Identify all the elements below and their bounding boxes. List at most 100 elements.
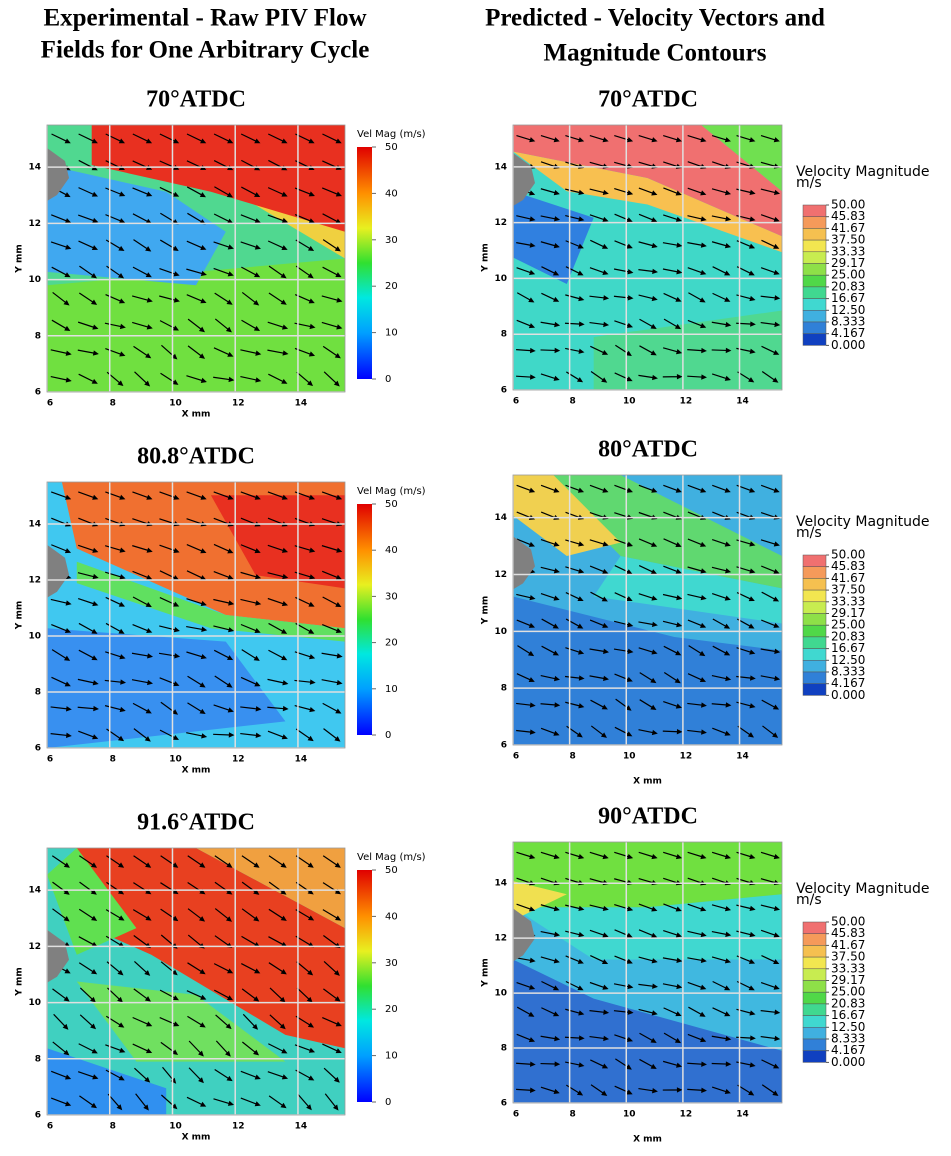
velocity-vector (158, 652, 181, 659)
velocity-vector (132, 596, 152, 608)
velocity-vector (321, 623, 342, 633)
velocity-vector (51, 319, 71, 331)
velocity-vector (213, 133, 234, 144)
velocity-vector (540, 1086, 560, 1095)
velocity-vector (687, 319, 707, 329)
velocity-vector (662, 983, 683, 990)
velocity-vector (214, 318, 232, 333)
velocity-vector (540, 484, 560, 493)
velocity-vector (53, 1013, 69, 1030)
plot-area (513, 475, 782, 745)
velocity-vector (186, 491, 207, 500)
velocity-vector (241, 908, 260, 922)
velocity-vector (186, 625, 208, 632)
velocity-vector (540, 904, 560, 912)
legend-level-label: 50.00 (831, 198, 865, 212)
velocity-vector (133, 988, 151, 1002)
velocity-vector (240, 706, 262, 712)
velocity-vector (589, 851, 609, 860)
velocity-vector (540, 930, 561, 937)
velocity-vector (639, 318, 657, 329)
velocity-vector (711, 566, 732, 574)
velocity-vector (687, 267, 707, 275)
velocity-vector (215, 1040, 231, 1057)
velocity-vector (614, 592, 633, 602)
colorbar-tick-label: 30 (385, 958, 398, 969)
x-axis-label: X mm (633, 1135, 662, 1145)
velocity-vector (590, 1059, 609, 1069)
velocity-vector (214, 675, 233, 688)
velocity-vector (214, 855, 233, 868)
velocity-vector (516, 851, 536, 860)
velocity-vector (565, 539, 585, 547)
y-axis-label: Y mm (15, 601, 25, 630)
velocity-vector (160, 1041, 179, 1055)
velocity-vector (663, 701, 682, 709)
x-tick-label: 8 (110, 1122, 116, 1132)
velocity-vector (589, 188, 609, 196)
x-tick-label: 10 (623, 752, 636, 762)
velocity-vector (268, 622, 288, 634)
velocity-vector (614, 188, 634, 196)
legend-level-label: 12.50 (831, 1020, 865, 1034)
colorbar-tick-label: 50 (385, 865, 398, 876)
velocity-vector (711, 241, 732, 249)
velocity-vector (52, 908, 70, 922)
velocity-vector (321, 187, 342, 197)
velocity-vector (711, 702, 732, 708)
velocity-vector (712, 727, 731, 736)
velocity-vector (638, 621, 658, 628)
velocity-vector (213, 649, 234, 661)
velocity-vector (132, 623, 153, 633)
velocity-vector (638, 929, 658, 938)
velocity-vector (132, 133, 153, 144)
y-tick-label: 8 (35, 1054, 41, 1064)
velocity-vector (541, 980, 560, 991)
y-tick-label: 6 (501, 1099, 507, 1109)
x-tick-label: 12 (232, 755, 245, 765)
velocity-vector (186, 375, 207, 383)
velocity-vector (564, 1035, 585, 1041)
contour-region (196, 848, 345, 929)
velocity-vector (213, 732, 235, 738)
velocity-vector (267, 187, 288, 197)
velocity-vector (51, 855, 70, 868)
velocity-vector (77, 678, 99, 686)
legend-level-label: 25.00 (831, 985, 865, 999)
colorbar-tick-label: 0 (385, 1097, 391, 1108)
velocity-vector (761, 955, 780, 965)
velocity-vector (104, 322, 126, 330)
x-tick-label: 14 (736, 1110, 749, 1120)
velocity-vector (159, 186, 180, 197)
velocity-vector (516, 1006, 535, 1017)
y-tick-label: 10 (494, 274, 507, 284)
velocity-vector (761, 591, 780, 602)
velocity-vector (105, 651, 126, 660)
velocity-vector (295, 1015, 315, 1028)
velocity-vector (78, 373, 98, 384)
velocity-vector (613, 648, 634, 654)
panel-title: 91.6°ATDC (137, 810, 255, 836)
velocity-vector (322, 133, 342, 144)
velocity-vector (540, 321, 561, 328)
velocity-vector (159, 320, 179, 331)
velocity-vector (132, 187, 153, 197)
velocity-vector (760, 648, 781, 654)
velocity-vector (51, 266, 71, 278)
x-tick-label: 14 (736, 397, 749, 407)
legend-level-label: 29.17 (831, 256, 865, 270)
velocity-vector (540, 851, 560, 860)
velocity-vector (132, 1043, 153, 1054)
velocity-vector (516, 1061, 536, 1067)
velocity-vector (104, 679, 127, 685)
plot-area (47, 125, 345, 392)
colorbar (357, 147, 372, 379)
velocity-vector (688, 645, 706, 657)
panel-title: 80°ATDC (598, 437, 698, 463)
colorbar (357, 870, 372, 1102)
panel-title: 80.8°ATDC (137, 444, 255, 470)
velocity-vector (540, 1035, 561, 1042)
velocity-vector (540, 702, 561, 708)
velocity-vector (638, 647, 658, 655)
velocity-vector (565, 188, 585, 196)
